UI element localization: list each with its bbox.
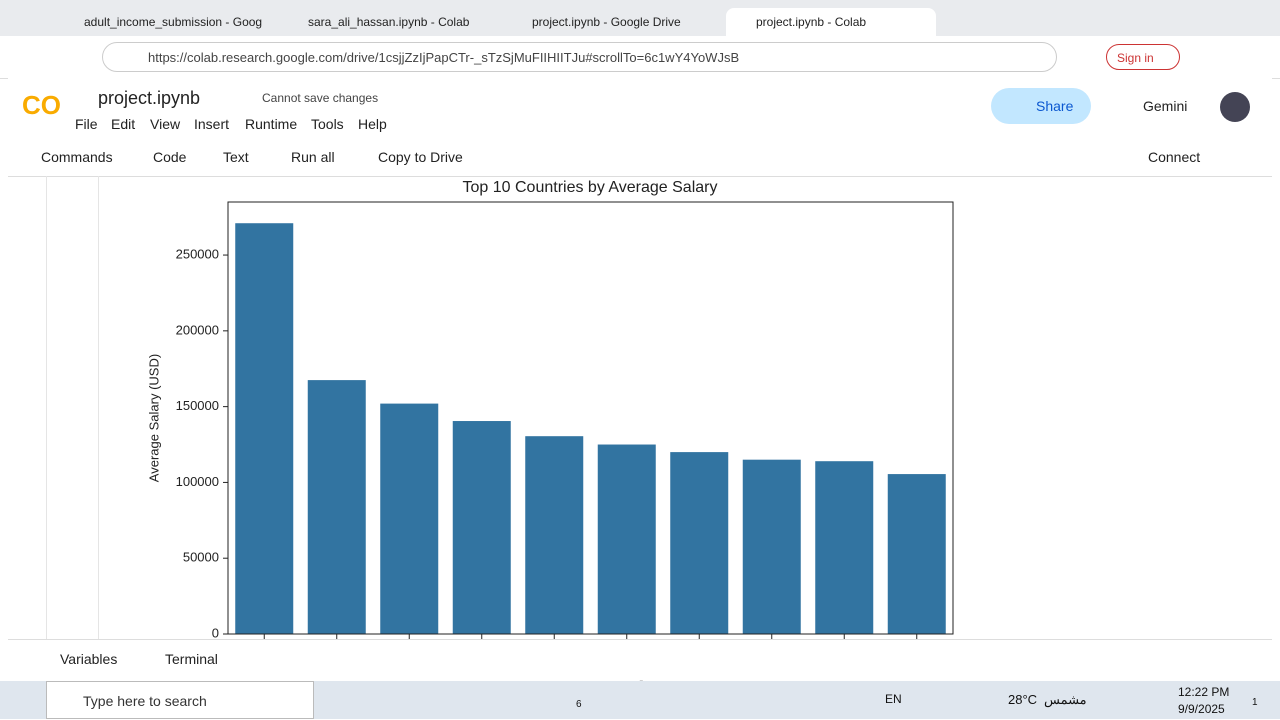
variables[interactable]: Variables	[60, 651, 118, 667]
bar	[742, 459, 801, 634]
y-tick-label: 150000	[176, 398, 219, 413]
bar	[815, 461, 874, 634]
tab-bar: adult_income_submission - Goog sara_ali_…	[0, 0, 1280, 42]
menu[interactable]: Tools	[311, 116, 344, 132]
share[interactable]: Share	[991, 88, 1091, 124]
menu[interactable]: Help	[358, 116, 387, 132]
y-tick-label: 250000	[176, 246, 219, 261]
y-tick-label: 100000	[176, 474, 219, 489]
sign-in[interactable]: Sign in	[1106, 44, 1180, 70]
language[interactable]: EN	[885, 692, 902, 706]
toolbar-item[interactable]: Text	[223, 149, 249, 165]
bar	[887, 474, 946, 634]
bar	[597, 444, 656, 634]
weather: مشمس	[1044, 692, 1087, 707]
avatar[interactable]	[1220, 92, 1250, 122]
menu[interactable]: Insert	[194, 116, 230, 132]
bar	[452, 421, 511, 634]
notifications[interactable]: 1	[1252, 697, 1258, 708]
toolbar-item[interactable]: Code	[153, 149, 187, 165]
tab[interactable]: sara_ali_hassan.ipynb - Colab	[308, 15, 470, 29]
bottom-bar: Variables Terminal	[8, 639, 1272, 682]
notebook-name[interactable]: project.ipynb	[98, 88, 201, 108]
bar	[670, 452, 729, 634]
menu[interactable]: Runtime	[245, 116, 298, 132]
plot-frame	[227, 201, 954, 635]
menu[interactable]: File	[75, 116, 98, 132]
search[interactable]: Type here to search	[46, 681, 314, 719]
chart: Top 10 Countries by Average Salary Avera…	[146, 179, 954, 639]
url[interactable]: https://colab.research.google.com/drive/…	[102, 42, 1057, 72]
toolbar-item[interactable]: Run all	[291, 149, 335, 165]
bar	[235, 223, 294, 634]
taskbar: Type here to search 6 EN 28°C مشمس 12:22…	[0, 681, 1280, 719]
logo: CO	[22, 90, 61, 120]
save-status: Cannot save changes	[262, 91, 379, 105]
tab[interactable]: project.ipynb - Google Drive	[532, 15, 681, 29]
toolbar-item[interactable]: Copy to Drive	[378, 149, 463, 165]
terminal[interactable]: Terminal	[165, 651, 218, 667]
address-row: https://colab.research.google.com/drive/…	[0, 36, 1280, 79]
bar	[380, 403, 439, 634]
connect[interactable]: Connect	[1148, 149, 1201, 165]
y-tick-label: 0	[212, 625, 219, 639]
chart-title: Top 10 Countries by Average Salary	[463, 179, 718, 196]
bar	[525, 436, 584, 634]
bar	[307, 380, 366, 634]
cell-gutter	[98, 176, 99, 639]
menu[interactable]: View	[150, 116, 181, 132]
y-axis-label: Average Salary (USD)	[146, 354, 161, 482]
tab[interactable]: project.ipynb - Colab	[726, 8, 936, 36]
y-tick-label: 50000	[183, 550, 219, 565]
y-tick-label: 200000	[176, 322, 219, 337]
tab[interactable]: adult_income_submission - Goog	[84, 15, 263, 29]
time: 12:22 PM	[1178, 685, 1230, 699]
temperature: 28°C	[1008, 692, 1038, 707]
sidebar	[8, 176, 47, 639]
badge: 6	[576, 699, 582, 710]
toolbar-item[interactable]: Commands	[41, 149, 113, 165]
date: 9/9/2025	[1178, 702, 1225, 716]
gemini[interactable]: Gemini	[1143, 98, 1188, 114]
menu[interactable]: Edit	[111, 116, 136, 132]
colab-header: CO project.ipynb Cannot save changes Fil…	[8, 78, 1272, 177]
